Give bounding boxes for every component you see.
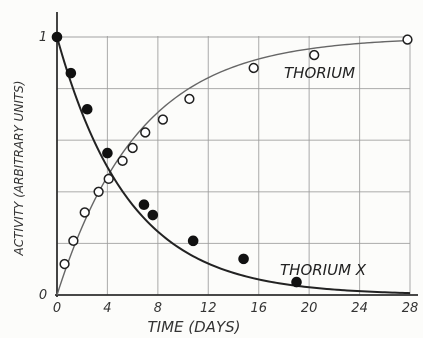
thorium-point [309,49,320,61]
thorium-point [402,34,413,45]
thorium-point [59,258,70,270]
series-label-thorium-x: THORIUM X [280,261,367,279]
thorium-x-point [138,199,150,211]
series-label-thorium: THORIUM [284,64,355,82]
x-tick-label: 24 [351,301,368,316]
y-axis-label: ACTIVITY (ARBITRARY UNITS) [12,81,26,257]
y-tick-label: 1 [39,30,47,45]
x-tick-label: 20 [301,301,318,316]
thorium-x-point [51,31,63,43]
thorium-point [184,93,195,105]
thorium-point [248,62,259,74]
thorium-point [68,235,79,246]
thorium-point [117,155,128,166]
thorium-point [103,173,114,185]
x-tick-label: 28 [402,301,419,316]
thorium-point [127,142,138,154]
thorium-x-point [102,147,113,159]
x-axis-label: TIME (DAYS) [148,318,241,336]
thorium-curve [56,39,411,296]
thorium-x-point [81,103,93,115]
thorium-x-point [147,209,159,221]
thorium-x-curve [56,36,411,295]
x-tick-label: 4 [103,301,111,316]
thorium-point [140,127,151,138]
x-tick-label: 0 [53,301,61,316]
thorium-x-point [65,67,77,79]
thorium-point [157,114,169,125]
thorium-point [79,207,90,218]
y-tick-label: 0 [39,288,47,303]
thorium-x-point [291,276,302,288]
x-tick-label: 16 [250,301,267,316]
x-tick-label: 12 [200,301,217,316]
x-tick-label: 8 [154,301,162,316]
thorium-point [93,186,104,197]
thorium-x-point [187,235,199,247]
thorium-x-point [238,253,249,265]
